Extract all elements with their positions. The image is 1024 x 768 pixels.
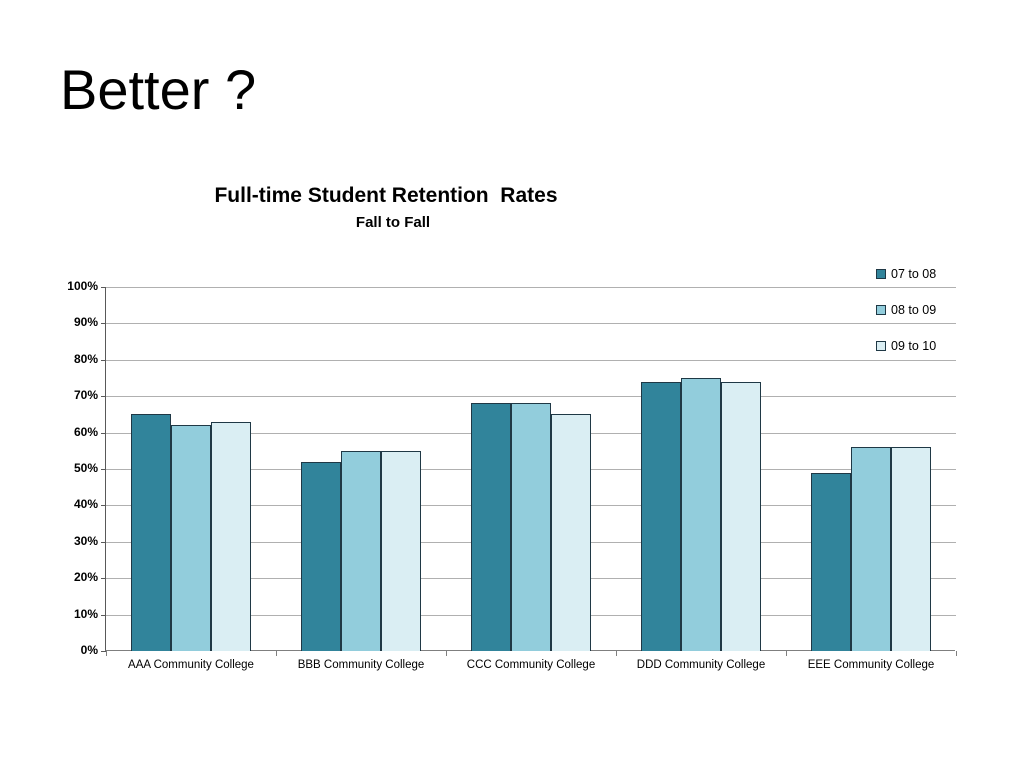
legend-entry: 09 to 10 [876,338,936,354]
y-axis-label: 10% [73,606,98,621]
bar-09-to-10 [551,414,591,651]
bar-08-to-09 [681,378,721,651]
bar-07-to-08 [811,472,851,651]
x-axis-tick [446,651,447,656]
y-axis-label: 30% [73,533,98,548]
legend-entry: 07 to 08 [876,266,936,282]
legend-entry: 08 to 09 [876,302,936,318]
bar-07-to-08 [471,403,511,651]
y-axis-tick [101,432,106,434]
y-axis-tick [101,469,106,470]
y-axis-label: 0% [80,643,98,657]
bar-09-to-10 [721,381,761,651]
x-axis-tick [616,651,617,656]
y-axis-label: 90% [73,315,98,330]
gridline [106,323,956,325]
plot-area: 0% 10% 20% 30% 40% 50% 60% 70% 80% 90% 100% AAA Com… [67,279,957,671]
slide-title: Better ? [60,58,257,121]
y-axis-label: 50% [73,461,98,475]
y-axis-label: 40% [73,497,98,512]
x-axis-category-label: BBB Community College [297,659,425,671]
legend-swatch-icon [876,305,886,315]
legend-swatch-icon [876,341,886,351]
chart-title: Full-time Student Retention Rates [214,184,558,207]
x-axis-tick [786,651,787,656]
chart-legend: 07 to 08 08 to 09 09 to 10 [876,266,936,374]
bar-07-to-08 [641,381,681,651]
gridline [106,359,956,361]
x-axis-tick [276,651,277,656]
x-axis-tick [106,651,107,656]
bar-08-to-09 [341,450,381,651]
y-axis-tick [101,287,106,288]
x-axis-category-label: DDD Community College [636,659,766,671]
bar-08-to-09 [851,447,891,651]
legend-label: 08 to 09 [891,303,937,317]
legend-label: 07 to 08 [891,267,937,281]
bar-08-to-09 [511,403,551,651]
y-axis-label: 70% [73,388,98,403]
y-axis-label: 20% [73,570,98,585]
legend-label: 09 to 10 [891,339,937,353]
gridline [106,396,956,398]
y-axis-tick [101,541,106,543]
bar-08-to-09 [171,425,211,651]
y-axis-tick [101,578,106,580]
y-axis-label: 100% [67,279,98,293]
y-axis-tick [101,505,106,507]
gridline [106,287,956,288]
chart-subtitle: Fall to Fall [355,214,431,231]
bar-07-to-08 [131,414,171,651]
bar-09-to-10 [891,447,931,651]
y-axis-label: 60% [73,424,98,439]
y-axis-tick [101,396,106,398]
x-axis-category-label: EEE Community College [807,659,935,671]
x-axis-category-label: CCC Community College [466,659,596,671]
y-axis-tick [101,614,106,616]
y-axis-label: 80% [73,351,98,366]
y-axis-tick [101,359,106,361]
y-axis-tick [101,323,106,325]
bar-09-to-10 [211,421,251,651]
y-axis-tick [101,651,106,652]
legend-swatch-icon [876,269,886,279]
bar-07-to-08 [301,461,341,651]
x-axis-category-label: AAA Community College [128,659,254,671]
bar-09-to-10 [381,450,421,651]
x-axis-tick [956,651,957,656]
